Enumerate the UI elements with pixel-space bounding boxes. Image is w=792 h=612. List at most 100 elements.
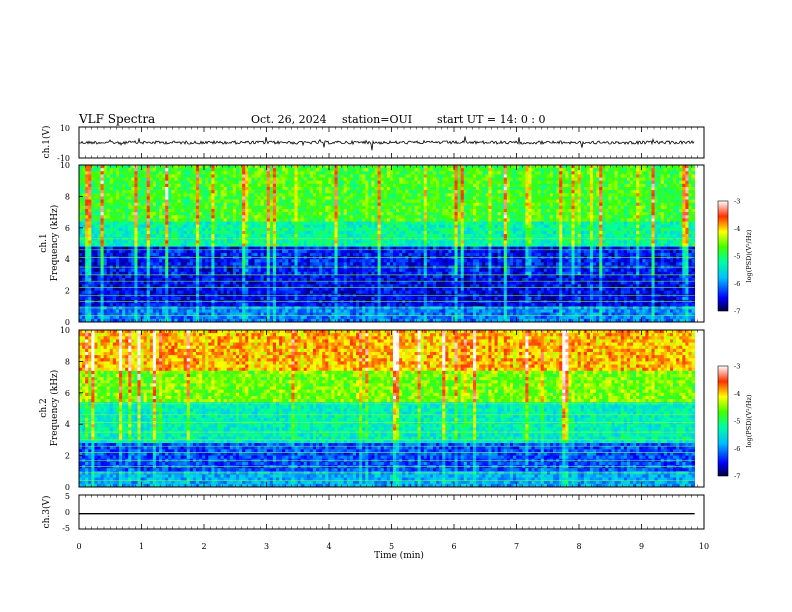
spectrogram-cell xyxy=(301,212,304,216)
spectrogram-cell xyxy=(495,212,498,216)
spectrogram-cell xyxy=(519,240,522,244)
spectrogram-cell xyxy=(322,228,325,232)
spectrogram-cell xyxy=(307,200,310,204)
spectrogram-cell xyxy=(116,168,119,172)
spectrogram-cell xyxy=(593,240,596,244)
spectrogram-cell xyxy=(144,200,147,204)
spectrogram-cell xyxy=(122,171,125,175)
spectrogram-cell xyxy=(119,231,122,235)
spectrogram-cell xyxy=(685,225,688,229)
spectrogram-cell xyxy=(455,215,458,219)
spectrogram-cell xyxy=(208,193,211,197)
spectrogram-cell xyxy=(488,215,491,219)
spectrogram-cell xyxy=(507,203,510,207)
spectrogram-cell xyxy=(418,168,421,172)
spectrogram-cell xyxy=(159,190,162,194)
spectrogram-cell xyxy=(387,234,390,238)
spectrogram-cell xyxy=(79,184,82,188)
ch1-ylabel: ch.1(V) xyxy=(41,126,52,159)
spectrogram-cell xyxy=(439,168,442,172)
spectrogram-cell xyxy=(528,240,531,244)
spectrogram-cell xyxy=(618,178,621,182)
spectrogram-cell xyxy=(501,200,504,204)
spectrogram-cell xyxy=(245,174,248,178)
spectrogram-cell xyxy=(415,190,418,194)
spectrogram-cell xyxy=(390,209,393,213)
spectrogram-cell xyxy=(282,187,285,191)
spectrogram-cell xyxy=(153,190,156,194)
spectrogram-cell xyxy=(248,228,251,232)
spectrogram-cell xyxy=(325,184,328,188)
spectrogram-cell xyxy=(359,231,362,235)
spectrogram-cell xyxy=(202,187,205,191)
spectrogram-cell xyxy=(122,200,125,204)
spectrogram-cell xyxy=(451,234,454,238)
spectrogram-cell xyxy=(547,234,550,238)
spectrogram-cell xyxy=(516,193,519,197)
spectrogram-cell xyxy=(181,215,184,219)
spectrogram-cell xyxy=(208,171,211,175)
spectrogram-cell xyxy=(399,203,402,207)
spectrogram-cell xyxy=(316,190,319,194)
spectrogram-cell xyxy=(630,209,633,213)
spectrogram-cell xyxy=(310,171,313,175)
spectrogram-cell xyxy=(119,225,122,229)
spectrogram-cell xyxy=(233,200,236,204)
spectrogram-cell xyxy=(279,225,282,229)
spectrogram-cell xyxy=(328,200,331,204)
spectrogram-cell xyxy=(556,215,559,219)
spectrogram-cell xyxy=(639,206,642,210)
spectrogram-cell xyxy=(676,187,679,191)
spectrogram-cell xyxy=(168,190,171,194)
spectrogram-cell xyxy=(507,231,510,235)
spectrogram-cell xyxy=(202,215,205,219)
spectrogram-cell xyxy=(501,209,504,213)
spectrogram-cell xyxy=(375,206,378,210)
spectrogram-cell xyxy=(442,234,445,238)
spectrogram-cell xyxy=(291,225,294,229)
spectrogram-cell xyxy=(667,171,670,175)
spectrogram-cell xyxy=(424,165,427,169)
spectrogram-cell xyxy=(245,203,248,207)
spectrogram-cell xyxy=(541,218,544,222)
spectrogram-cell xyxy=(621,174,624,178)
spectrogram-cell xyxy=(156,228,159,232)
spectrogram-cell xyxy=(375,209,378,213)
spectrogram-cell xyxy=(679,181,682,185)
spectrogram-cell xyxy=(334,222,337,226)
spectrogram-cell xyxy=(636,228,639,232)
spectrogram-cell xyxy=(670,200,673,204)
spectrogram-cell xyxy=(612,215,615,219)
spectrogram-cell xyxy=(411,168,414,172)
spectrogram-cell xyxy=(224,196,227,200)
spectrogram-cell xyxy=(418,212,421,216)
spectrogram-cell xyxy=(125,196,128,200)
spectrogram-cell xyxy=(599,212,602,216)
spectrogram-cell xyxy=(507,206,510,210)
spectrogram-cell xyxy=(458,206,461,210)
spectrogram-cell xyxy=(587,231,590,235)
spectrogram-cell xyxy=(648,200,651,204)
spectrogram-cell xyxy=(664,228,667,232)
spectrogram-cell xyxy=(144,203,147,207)
spectrogram-cell xyxy=(553,231,556,235)
spectrogram-cell xyxy=(652,206,655,210)
spectrogram-cell xyxy=(399,225,402,229)
spectrogram-cell xyxy=(482,215,485,219)
spectrogram-cell xyxy=(491,228,494,232)
spectrogram-cell xyxy=(578,206,581,210)
spectrogram-cell xyxy=(245,218,248,222)
spectrogram-cell xyxy=(159,215,162,219)
spectrogram-cell xyxy=(473,215,476,219)
spectrogram-cell xyxy=(676,234,679,238)
spectrogram-cell xyxy=(541,190,544,194)
spectrogram-cell xyxy=(79,203,82,207)
spectrogram-cell xyxy=(153,206,156,210)
spectrogram-cell xyxy=(97,215,100,219)
spectrogram-cell xyxy=(648,187,651,191)
spectrogram-cell xyxy=(359,225,362,229)
spectrogram-cell xyxy=(470,174,473,178)
spectrogram-cell xyxy=(393,240,396,244)
spectrogram-cell xyxy=(211,218,214,222)
spectrogram-cell xyxy=(162,209,165,213)
